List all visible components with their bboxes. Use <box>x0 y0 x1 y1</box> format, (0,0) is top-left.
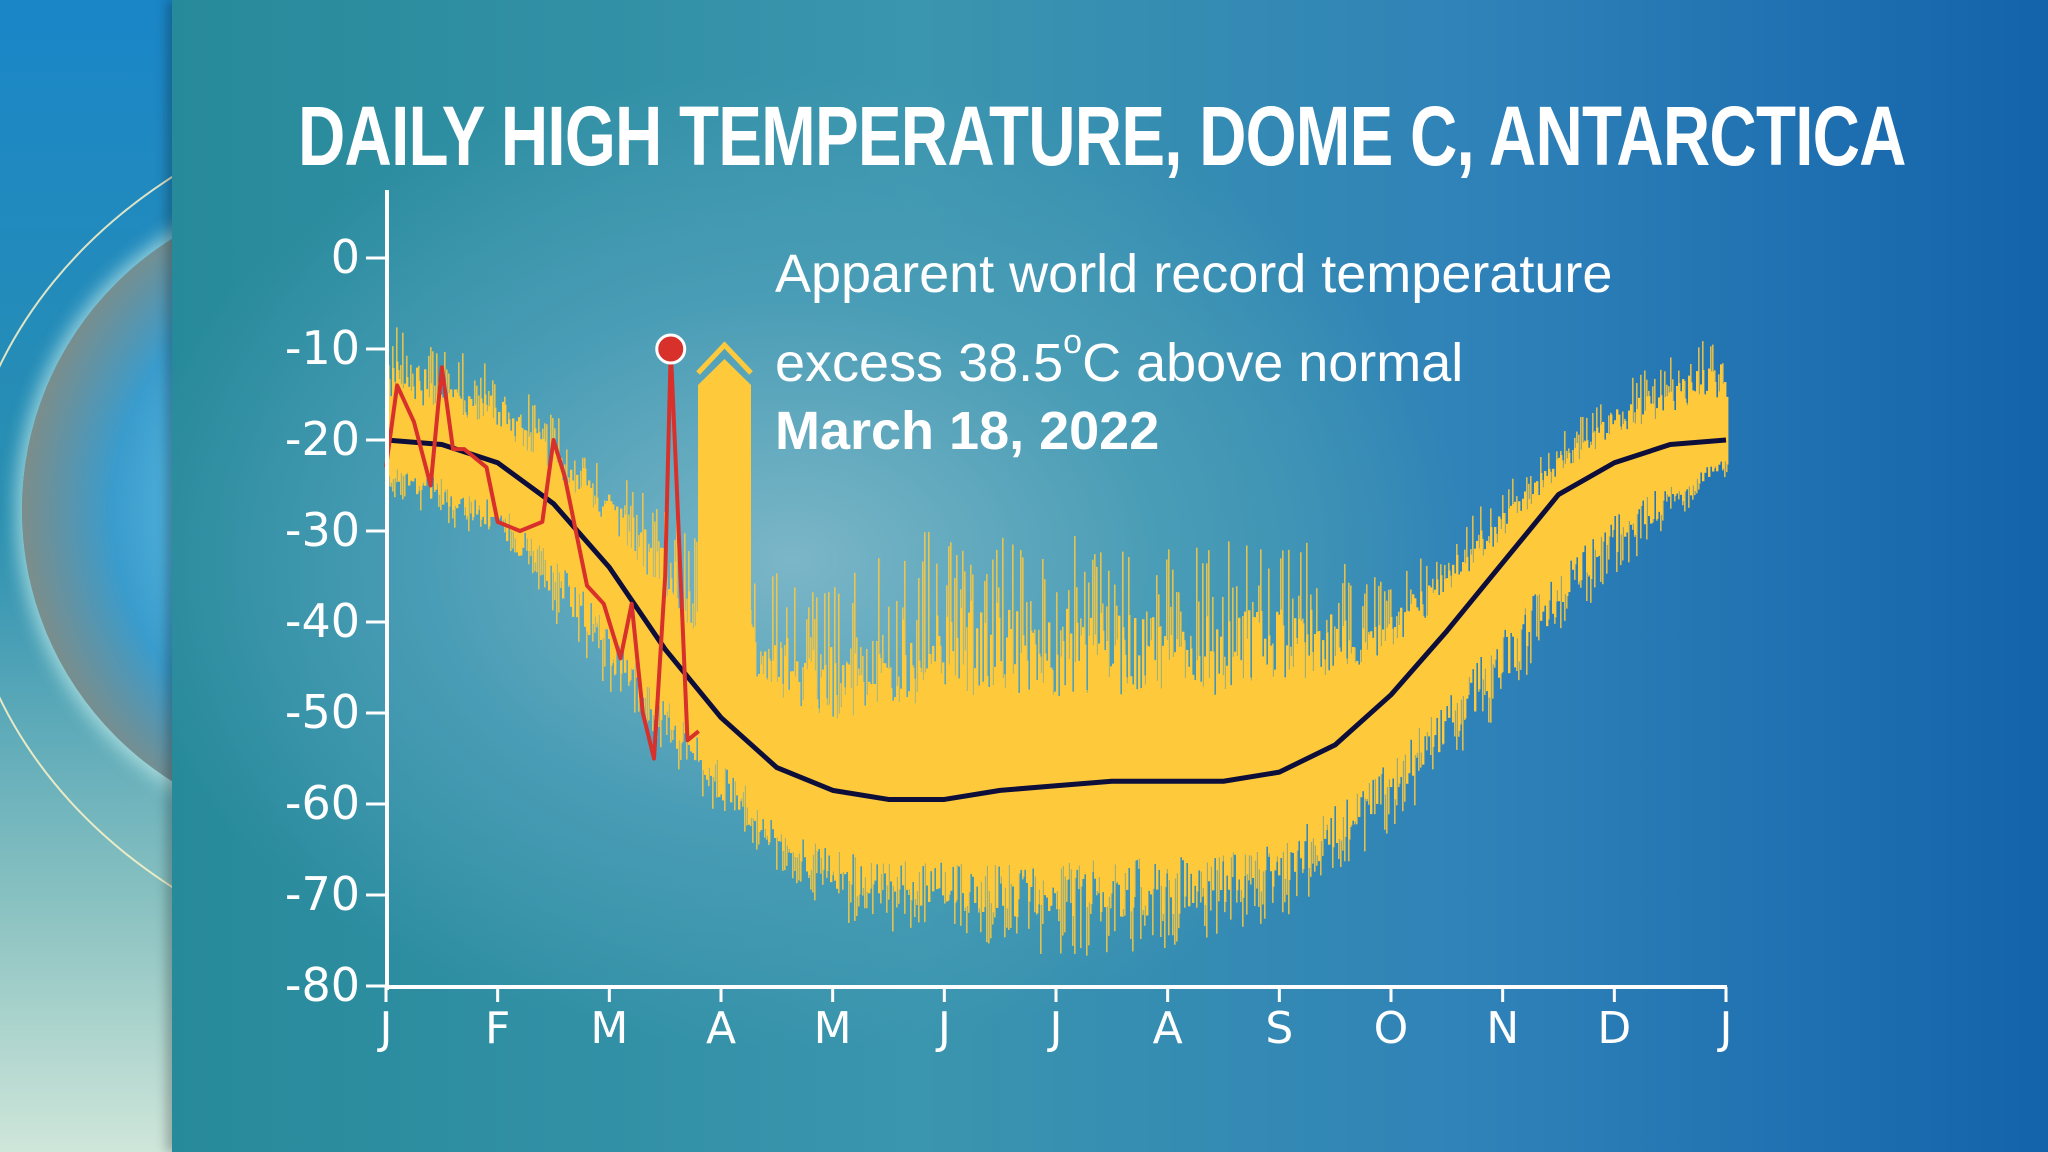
record-arrow-icon <box>698 359 751 760</box>
annotation-date: March 18, 2022 <box>775 401 1160 461</box>
y-tick-label: -60 <box>284 776 360 830</box>
x-tick-label: J <box>1719 1003 1733 1054</box>
chart-axes <box>366 190 1728 1002</box>
historical-range-band <box>388 327 1729 956</box>
y-tick-label: -80 <box>284 958 360 1012</box>
chart-panel <box>172 0 2048 1152</box>
globe-background <box>0 0 172 1152</box>
annotation-excess-suffix: C above normal <box>1082 333 1464 393</box>
annotation-excess-value: excess 38.5 <box>775 333 1064 393</box>
y-tick-label: -50 <box>284 685 360 739</box>
x-tick-label: S <box>1265 1003 1294 1054</box>
x-tick-label: A <box>1152 1003 1183 1054</box>
y-tick-label: -30 <box>284 503 360 557</box>
x-tick-label: M <box>590 1003 629 1054</box>
x-tick-label: J <box>937 1003 951 1054</box>
2022-record-line <box>384 347 700 761</box>
x-tick-label: N <box>1486 1003 1520 1054</box>
arrow-chevron-icon <box>696 341 753 375</box>
record-annotation: Apparent world record temperature excess… <box>775 240 1612 465</box>
average-line <box>385 437 1727 802</box>
record-point-marker <box>655 333 687 365</box>
chart-title: DAILY HIGH TEMPERATURE, DOME C, ANTARCTI… <box>298 89 1906 183</box>
y-tick-label: -10 <box>284 321 360 375</box>
x-tick-label: A <box>705 1003 737 1054</box>
annotation-line-1: Apparent world record temperature <box>775 244 1613 304</box>
x-tick-label: O <box>1373 1003 1409 1054</box>
x-tick-label: D <box>1597 1003 1632 1054</box>
x-tick-label: J <box>1049 1003 1063 1054</box>
x-tick-label: J <box>379 1003 393 1054</box>
y-axis-labels: 0 -10 -20 -30 -40 -50 -60 -70 -80 <box>250 0 360 1152</box>
x-tick-label: F <box>485 1003 511 1054</box>
x-tick-label: M <box>813 1003 852 1054</box>
y-tick-label: 0 <box>330 230 360 284</box>
y-tick-label: -70 <box>284 867 360 921</box>
y-tick-label: -40 <box>284 594 360 648</box>
degree-symbol: o <box>1063 323 1083 361</box>
y-tick-label: -20 <box>284 412 360 466</box>
annotation-line-2: excess 38.5oC above normal <box>775 308 1612 397</box>
